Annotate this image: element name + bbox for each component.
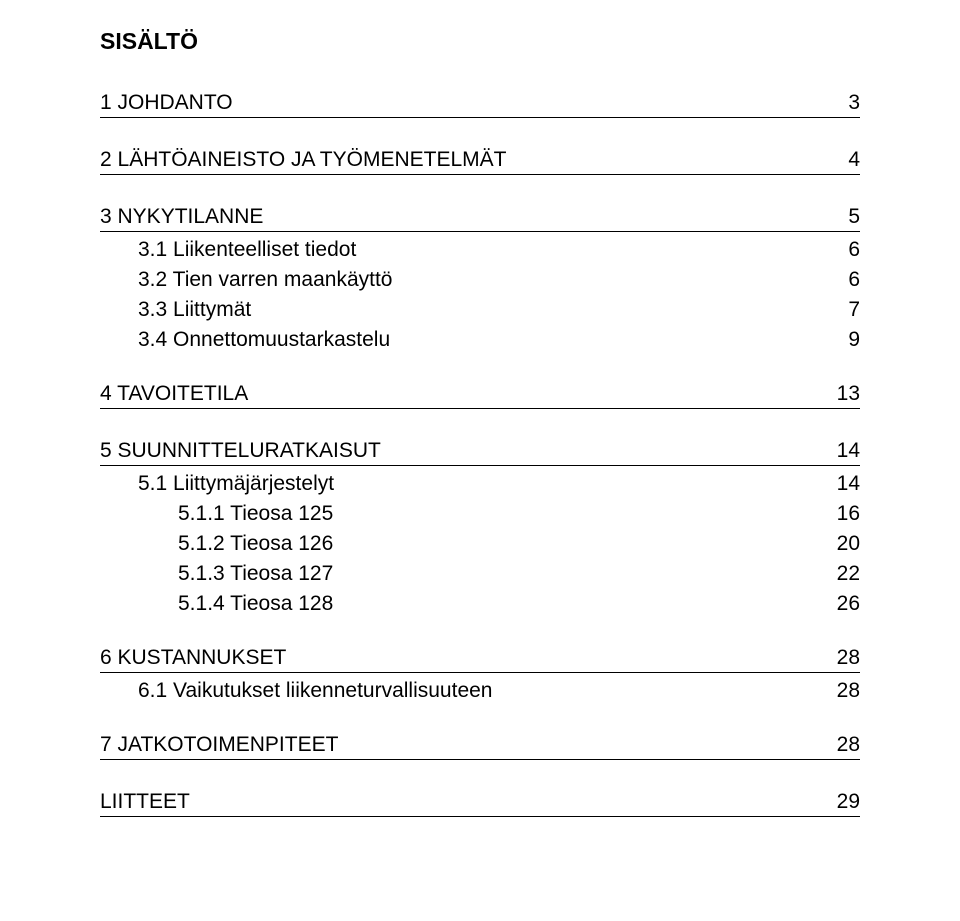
toc-page: 14 bbox=[820, 439, 860, 463]
toc-section-3: 3 NYKYTILANNE 5 bbox=[100, 205, 860, 232]
toc-label: 2 LÄHTÖAINEISTO JA TYÖMENETELMÄT bbox=[100, 148, 820, 172]
toc-label: 5.1.2 Tieosa 126 bbox=[178, 532, 820, 556]
toc-sub-5-1: 5.1 Liittymäjärjestelyt 14 bbox=[100, 472, 860, 496]
toc-section-1: 1 JOHDANTO 3 bbox=[100, 91, 860, 118]
toc-subsub-5-1-2: 5.1.2 Tieosa 126 20 bbox=[100, 532, 860, 556]
toc-sub-6-1: 6.1 Vaikutukset liikenneturvallisuuteen … bbox=[100, 679, 860, 703]
toc-page: 28 bbox=[820, 646, 860, 670]
toc-section-4: 4 TAVOITETILA 13 bbox=[100, 382, 860, 409]
toc-label: 4 TAVOITETILA bbox=[100, 382, 820, 406]
toc-section-liitteet: LIITTEET 29 bbox=[100, 790, 860, 817]
toc-label: 3 NYKYTILANNE bbox=[100, 205, 820, 229]
document-title: SISÄLTÖ bbox=[100, 28, 860, 55]
toc-section-7: 7 JATKOTOIMENPITEET 28 bbox=[100, 733, 860, 760]
toc-page: 6 bbox=[820, 268, 860, 292]
toc-page: 7 bbox=[820, 298, 860, 322]
toc-sub-3-2: 3.2 Tien varren maankäyttö 6 bbox=[100, 268, 860, 292]
toc-page: 14 bbox=[820, 472, 860, 496]
toc-label: 3.3 Liittymät bbox=[138, 298, 820, 322]
toc-subsub-5-1-4: 5.1.4 Tieosa 128 26 bbox=[100, 592, 860, 616]
document-page: SISÄLTÖ 1 JOHDANTO 3 2 LÄHTÖAINEISTO JA … bbox=[0, 0, 960, 921]
toc-label: 5.1 Liittymäjärjestelyt bbox=[138, 472, 820, 496]
toc-page: 28 bbox=[820, 679, 860, 703]
toc-label: 7 JATKOTOIMENPITEET bbox=[100, 733, 820, 757]
toc-label: 5.1.1 Tieosa 125 bbox=[178, 502, 820, 526]
toc-label: 3.1 Liikenteelliset tiedot bbox=[138, 238, 820, 262]
toc-label: 3.4 Onnettomuustarkastelu bbox=[138, 328, 820, 352]
toc-sub-3-1: 3.1 Liikenteelliset tiedot 6 bbox=[100, 238, 860, 262]
toc-section-6: 6 KUSTANNUKSET 28 bbox=[100, 646, 860, 673]
toc-page: 16 bbox=[820, 502, 860, 526]
toc-label: 3.2 Tien varren maankäyttö bbox=[138, 268, 820, 292]
toc-subsub-5-1-1: 5.1.1 Tieosa 125 16 bbox=[100, 502, 860, 526]
toc-page: 20 bbox=[820, 532, 860, 556]
toc-label: 5.1.4 Tieosa 128 bbox=[178, 592, 820, 616]
toc-page: 9 bbox=[820, 328, 860, 352]
toc-page: 28 bbox=[820, 733, 860, 757]
toc-label: 6 KUSTANNUKSET bbox=[100, 646, 820, 670]
toc-sub-3-4: 3.4 Onnettomuustarkastelu 9 bbox=[100, 328, 860, 352]
toc-page: 3 bbox=[820, 91, 860, 115]
toc-section-2: 2 LÄHTÖAINEISTO JA TYÖMENETELMÄT 4 bbox=[100, 148, 860, 175]
toc-label: LIITTEET bbox=[100, 790, 820, 814]
toc-page: 13 bbox=[820, 382, 860, 406]
toc-page: 29 bbox=[820, 790, 860, 814]
toc-sub-3-3: 3.3 Liittymät 7 bbox=[100, 298, 860, 322]
toc-page: 5 bbox=[820, 205, 860, 229]
toc-label: 1 JOHDANTO bbox=[100, 91, 820, 115]
toc-page: 4 bbox=[820, 148, 860, 172]
toc-label: 5.1.3 Tieosa 127 bbox=[178, 562, 820, 586]
toc-page: 6 bbox=[820, 238, 860, 262]
toc-label: 5 SUUNNITTELURATKAISUT bbox=[100, 439, 820, 463]
toc-label: 6.1 Vaikutukset liikenneturvallisuuteen bbox=[138, 679, 820, 703]
toc-section-5: 5 SUUNNITTELURATKAISUT 14 bbox=[100, 439, 860, 466]
toc-page: 26 bbox=[820, 592, 860, 616]
toc-subsub-5-1-3: 5.1.3 Tieosa 127 22 bbox=[100, 562, 860, 586]
toc-page: 22 bbox=[820, 562, 860, 586]
